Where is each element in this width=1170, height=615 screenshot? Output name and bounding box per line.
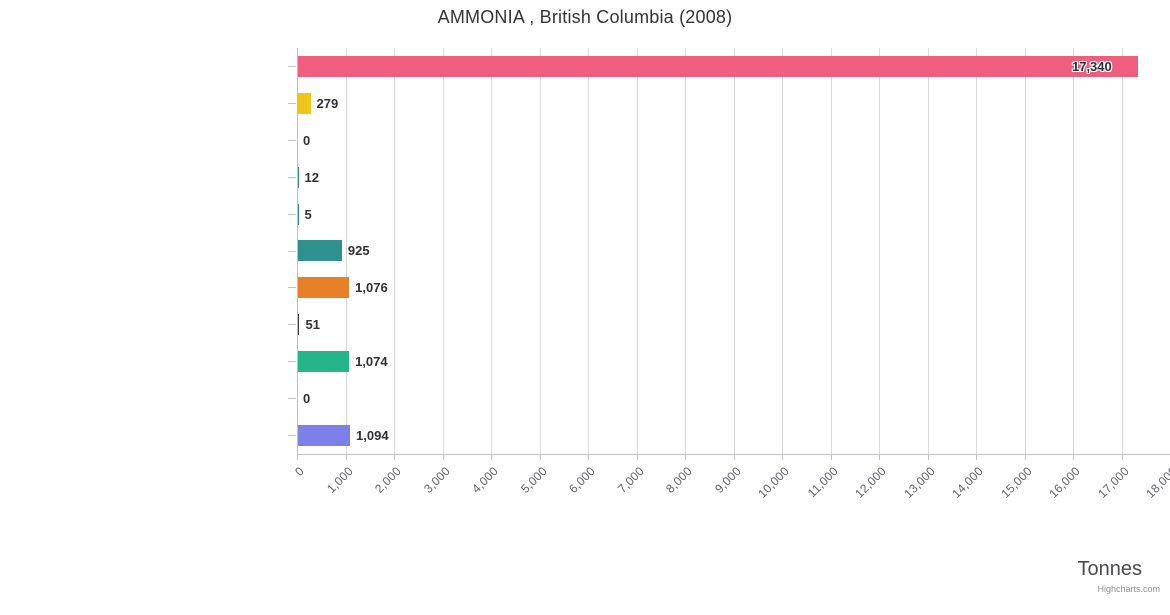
y-axis-line [297,48,298,454]
bar-value-label: 5 [304,206,312,222]
gridline [733,48,735,454]
gridline [345,48,347,454]
y-axis-tick [288,361,296,363]
y-axis-tick [288,435,296,437]
highcharts-container: AMMONIA , British Columbia (2008) Agricu… [288,7,1170,594]
gridline [442,48,444,454]
x-axis-tick [1121,454,1123,460]
highcharts-credit[interactable]: Highcharts.com [1097,584,1160,594]
bar-row: Paints and Solvents0 [288,380,1170,417]
bar-value-label: 51 [305,317,320,333]
bar[interactable] [297,351,350,373]
x-axis-tick [588,454,589,460]
y-axis-tick [288,102,296,104]
bar-value-label: 1,074 [355,354,388,370]
bar-row: Electric Power Generation (Utilities)12 [288,159,1170,196]
bar[interactable] [297,425,351,447]
gridline [927,48,929,454]
y-axis-tick [288,139,296,141]
gridline [1024,48,1026,454]
bar[interactable] [297,314,300,336]
bar-value-label: 925 [347,243,370,259]
bar[interactable] [297,240,342,262]
bar-row: Oil and Gas Industry51 [288,306,1170,343]
y-axis-tick [288,250,296,252]
x-axis-tick [733,454,735,460]
x-axis-tick [442,454,444,460]
x-axis-tick [636,454,638,460]
gridline [539,48,541,454]
gridline [394,48,395,454]
bar-value-label: 0 [303,132,311,148]
bar[interactable] [297,92,311,114]
x-axis-tick [394,454,395,460]
gridline [782,48,783,454]
bar-value-label: 12 [304,169,319,185]
bar-value-label: 1,094 [356,428,389,444]
x-axis-tick [1073,454,1074,460]
y-axis-tick [288,324,296,326]
y-axis-tick [288,66,296,67]
bar-value-label: 17,340 [1071,58,1112,74]
x-axis-tick [685,454,686,460]
x-axis-tick [345,454,347,460]
bar-value-label: 279 [316,95,339,111]
y-axis-tick [288,176,296,178]
bar[interactable] [297,277,350,299]
bar-row: Agriculture17,340 [288,48,1170,85]
x-axis-tick [491,454,492,460]
x-axis-tick [976,454,977,460]
bar[interactable] [297,55,1138,77]
y-axis-tick [288,213,296,215]
gridline [879,48,880,454]
plot-area: Agriculture17,340Commercial/Residential/… [288,48,1170,454]
x-axis-tick [297,454,298,460]
gridline [491,48,492,454]
x-axis-tick [927,454,929,460]
bar-value-label: 0 [303,391,311,407]
x-axis-tick [782,454,783,460]
x-axis-tick [1024,454,1026,460]
gridline [685,48,686,454]
x-axis-tick [830,454,832,460]
x-axis-title: Tonnes [1077,558,1143,580]
bar-value-label: 1,076 [355,280,388,296]
bar-row: Manufacturing1,076 [288,269,1170,306]
bar-row: Ores and Mineral Industries1,074 [288,343,1170,380]
bar-row: Fires5 [288,196,1170,233]
gridline [636,48,638,454]
bar-row: Dust0 [288,122,1170,159]
gridline [1121,48,1123,454]
gridline [830,48,832,454]
chart-title: AMMONIA , British Columbia (2008) [437,7,733,27]
gridline [588,48,589,454]
bar-row: Commercial/Residential/Institutional279 [288,85,1170,122]
x-axis-tick [539,454,541,460]
gridline [976,48,977,454]
bar-row: Incineration and Waste Sources925 [288,233,1170,270]
bar-row: Transportation and Mobile Equipment1,094 [288,417,1170,454]
x-axis-tick [879,454,880,460]
y-axis-tick [288,398,296,400]
y-axis-tick [288,287,296,289]
gridline [1073,48,1074,454]
